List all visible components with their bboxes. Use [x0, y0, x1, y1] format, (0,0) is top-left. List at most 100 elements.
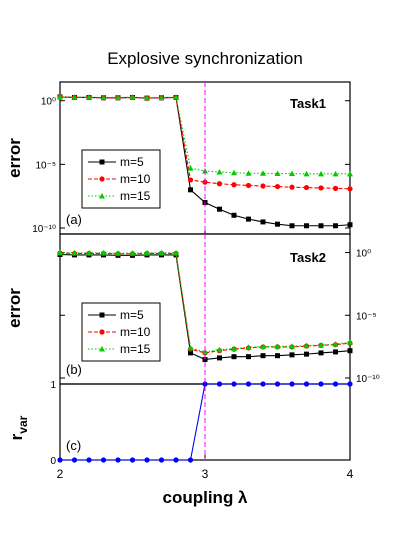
- marker-circle: [129, 457, 136, 463]
- marker-circle: [57, 457, 63, 463]
- marker-square: [347, 348, 353, 354]
- marker-triangle: [187, 344, 194, 351]
- x-tick-label: 4: [347, 467, 354, 481]
- marker-triangle: [57, 93, 63, 100]
- marker-square: [99, 159, 105, 165]
- marker-square: [333, 223, 338, 229]
- marker-circle: [187, 177, 194, 183]
- marker-triangle: [57, 249, 63, 256]
- series-line-m10: [59, 96, 351, 190]
- marker-triangle: [173, 249, 179, 256]
- marker-square: [275, 221, 280, 227]
- marker-triangle: [100, 249, 107, 256]
- panel-b-legend: m=5 m=10 m=15: [81, 302, 161, 362]
- marker-circle: [100, 457, 107, 463]
- marker-triangle: [115, 94, 121, 100]
- marker-triangle: [216, 346, 223, 353]
- panel-a-label: (a): [66, 212, 82, 227]
- marker-triangle: [347, 170, 353, 177]
- marker-circle: [86, 457, 92, 463]
- marker-square: [231, 354, 237, 360]
- marker-circle: [303, 184, 310, 191]
- marker-square: [202, 356, 208, 362]
- panel-c-ylabel-main: r: [7, 433, 26, 440]
- y-tick-label: 10⁻¹⁰: [32, 224, 56, 235]
- marker-square: [289, 352, 295, 358]
- marker-square: [246, 354, 251, 360]
- marker-triangle: [332, 170, 339, 177]
- marker-circle: [158, 457, 165, 463]
- marker-square: [260, 219, 266, 225]
- marker-triangle: [71, 249, 78, 256]
- marker-triangle: [245, 170, 252, 176]
- marker-triangle: [158, 94, 165, 100]
- marker-circle: [99, 176, 105, 182]
- marker-circle: [99, 329, 105, 335]
- marker-circle: [318, 185, 324, 191]
- legend-label: m=5: [120, 308, 144, 322]
- y-tick-label: 10⁰: [356, 249, 371, 260]
- marker-square: [318, 350, 324, 356]
- marker-square: [99, 312, 105, 318]
- y-tick-label: 10⁻¹⁰: [356, 374, 380, 385]
- marker-square: [260, 353, 266, 359]
- marker-triangle: [99, 193, 105, 199]
- marker-triangle: [231, 345, 237, 352]
- axis-ticks: 2 3 4 10⁰ 10⁻⁵ 10⁻¹⁰ 10⁰ 10⁻⁵ 10⁻¹⁰ 0 1: [32, 82, 380, 481]
- marker-triangle: [260, 343, 266, 350]
- marker-circle: [173, 457, 179, 463]
- legend-label: m=15: [120, 189, 151, 203]
- marker-triangle: [129, 250, 136, 256]
- x-tick-label: 3: [202, 467, 209, 481]
- marker-square: [188, 350, 193, 356]
- marker-triangle: [99, 346, 105, 352]
- marker-square: [231, 212, 237, 218]
- marker-triangle: [274, 343, 281, 349]
- marker-circle: [347, 381, 353, 387]
- marker-triangle: [158, 249, 165, 256]
- marker-triangle: [187, 165, 194, 171]
- x-axis-label: coupling λ: [163, 488, 249, 507]
- legend-label: m=15: [120, 342, 151, 356]
- marker-circle: [289, 381, 295, 387]
- marker-triangle: [86, 94, 92, 100]
- marker-triangle: [303, 342, 310, 349]
- marker-circle: [216, 381, 223, 387]
- marker-circle: [347, 186, 353, 192]
- marker-circle: [260, 183, 266, 189]
- marker-triangle: [173, 94, 179, 100]
- legend-label: m=10: [120, 325, 151, 339]
- marker-circle: [202, 381, 208, 387]
- marker-triangle: [274, 170, 281, 177]
- x-tick-label: 2: [57, 467, 64, 481]
- marker-square: [318, 223, 324, 229]
- marker-triangle: [245, 344, 252, 350]
- marker-triangle: [129, 94, 136, 100]
- marker-triangle: [71, 94, 78, 100]
- marker-square: [275, 353, 280, 359]
- legend-label: m=5: [120, 155, 144, 169]
- marker-circle: [71, 457, 78, 463]
- marker-square: [347, 222, 353, 228]
- marker-circle: [231, 182, 237, 188]
- marker-triangle: [260, 170, 266, 176]
- legend-label: m=10: [120, 172, 151, 186]
- marker-circle: [216, 181, 223, 187]
- panel-b-label: (b): [66, 362, 82, 377]
- marker-triangle: [100, 94, 107, 100]
- series-line-m10: [59, 252, 351, 354]
- marker-circle: [332, 381, 339, 387]
- marker-circle: [115, 457, 121, 463]
- marker-square: [217, 206, 222, 212]
- marker-triangle: [318, 170, 324, 177]
- panel-c-label: (c): [66, 438, 81, 453]
- marker-circle: [318, 381, 324, 387]
- marker-triangle: [144, 94, 150, 101]
- marker-circle: [245, 381, 252, 387]
- marker-triangle: [202, 348, 208, 355]
- marker-square: [188, 187, 193, 193]
- marker-circle: [144, 457, 150, 463]
- marker-triangle: [86, 249, 92, 256]
- marker-triangle: [231, 169, 237, 176]
